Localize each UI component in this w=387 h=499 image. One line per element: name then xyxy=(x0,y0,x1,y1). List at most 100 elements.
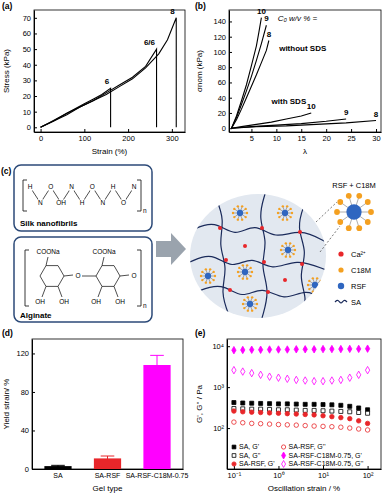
point xyxy=(330,409,334,413)
point xyxy=(258,421,263,426)
micelle-head xyxy=(294,249,296,251)
micelle-head xyxy=(282,218,284,220)
point xyxy=(339,425,344,430)
legend-label: SA-RSF-C18M-0.75, G'' xyxy=(289,460,364,467)
plot-frame xyxy=(34,10,185,132)
micelle-head xyxy=(334,209,340,215)
panel: SASA-RSFSA-RSF-C18M-0.7504080120Gel type… xyxy=(2,328,188,493)
x-tick: 200 xyxy=(122,129,135,143)
series-label: 6/6 xyxy=(144,38,156,47)
legend-entry: SA-RSF, G' xyxy=(232,460,275,467)
micelle-head xyxy=(247,296,249,298)
micelle-head xyxy=(277,212,279,214)
series-label: 8 xyxy=(374,110,379,119)
micelle-head xyxy=(247,309,249,311)
x-tick-mark xyxy=(128,129,129,132)
legend-marker xyxy=(335,300,347,303)
x-tick: 30 xyxy=(372,129,380,143)
point xyxy=(312,424,317,429)
point xyxy=(294,346,298,353)
y-tick-mark xyxy=(34,18,37,19)
legend-entry: SA, G'' xyxy=(232,452,260,459)
ca-ion xyxy=(266,290,270,294)
point xyxy=(312,408,316,412)
x-tick: 10⁻¹ xyxy=(227,466,241,480)
micelle-head xyxy=(346,225,352,231)
plot-area: 10⁻¹10⁰10¹10²10²10³10⁴Oscillation strain… xyxy=(195,339,382,493)
micelle-head xyxy=(246,264,248,266)
point xyxy=(339,415,344,420)
box-title: Silk nanofibrils xyxy=(20,219,78,228)
point xyxy=(312,413,317,418)
repeat-label: n xyxy=(143,302,147,309)
atom-bg xyxy=(109,183,118,192)
atom-label: OH xyxy=(91,298,101,305)
x-tick-label: SA xyxy=(53,472,63,479)
micelle-head xyxy=(292,253,294,255)
atom-bg xyxy=(67,183,76,192)
bond xyxy=(82,276,96,277)
ca-ion xyxy=(260,226,264,230)
point xyxy=(321,409,325,413)
micelle-head xyxy=(241,218,243,220)
gel-network xyxy=(190,194,326,318)
structure-box xyxy=(14,165,152,231)
structure-box xyxy=(14,237,152,322)
micelle-head xyxy=(233,208,235,210)
sa-chain xyxy=(261,194,267,318)
y-axis: 10²10³10⁴ xyxy=(212,340,230,470)
x-axis: 10⁻¹10⁰10¹10² xyxy=(227,466,381,480)
x-tick: 100 xyxy=(79,129,92,143)
panel-label: (d) xyxy=(2,328,13,338)
point xyxy=(232,420,237,425)
micelle xyxy=(232,205,248,221)
micelle-head xyxy=(278,208,280,210)
diagram: (c)HNOOHNHONHONnSilk nanofibrilsCOONaOHO… xyxy=(1,165,376,322)
y-axis-line xyxy=(229,11,230,133)
x-axis-title: Strain (%) xyxy=(92,147,128,156)
y-tick-mark xyxy=(229,82,232,83)
atom-label: N xyxy=(132,183,137,190)
micelle-head xyxy=(212,279,214,281)
point xyxy=(321,413,326,418)
y-axis-title: Stress (kPa) xyxy=(2,49,11,93)
series-label: 9 xyxy=(264,14,269,23)
legend-entry: SA-RSF-C18M-0.75, G'' xyxy=(282,460,364,467)
bar xyxy=(44,466,71,469)
x-tick-label: 200 xyxy=(122,134,135,143)
micelle xyxy=(277,205,293,221)
x-tick-label: 20 xyxy=(323,134,331,143)
micelle xyxy=(237,264,253,280)
series-line xyxy=(231,121,376,129)
y-tick: 20 xyxy=(23,92,37,101)
point xyxy=(232,401,236,405)
point xyxy=(303,412,308,417)
y-tick-label: 20 xyxy=(23,92,31,101)
x-tick-mark xyxy=(368,466,369,469)
point xyxy=(276,411,281,416)
micelle-head xyxy=(238,267,240,269)
micelle-head xyxy=(291,212,293,214)
micelle-head xyxy=(201,279,203,281)
y-tick: 10² xyxy=(213,424,230,433)
legend-marker xyxy=(282,452,286,459)
y-tick-label: 100 xyxy=(213,48,226,57)
plot-area: 51015202530020406080100120140λσnom (kPa)… xyxy=(195,7,382,156)
x-tick-label: 10² xyxy=(363,471,374,480)
micelle-core xyxy=(285,247,291,253)
point xyxy=(294,412,299,417)
ca-ion xyxy=(300,262,304,266)
y-tick-mark xyxy=(32,392,35,393)
arrow xyxy=(156,233,186,265)
y-tick-label: 10³ xyxy=(213,383,224,392)
y-tick-label: 40 xyxy=(23,61,31,70)
micelle-head xyxy=(289,208,291,210)
point xyxy=(321,377,325,384)
micelle-label: RSF + C18M xyxy=(332,181,376,190)
plot-frame xyxy=(32,339,183,469)
point xyxy=(258,410,263,415)
point xyxy=(276,402,280,406)
y-tick-mark xyxy=(229,21,232,22)
micelle-head xyxy=(356,225,362,231)
micelle-head xyxy=(286,205,288,207)
